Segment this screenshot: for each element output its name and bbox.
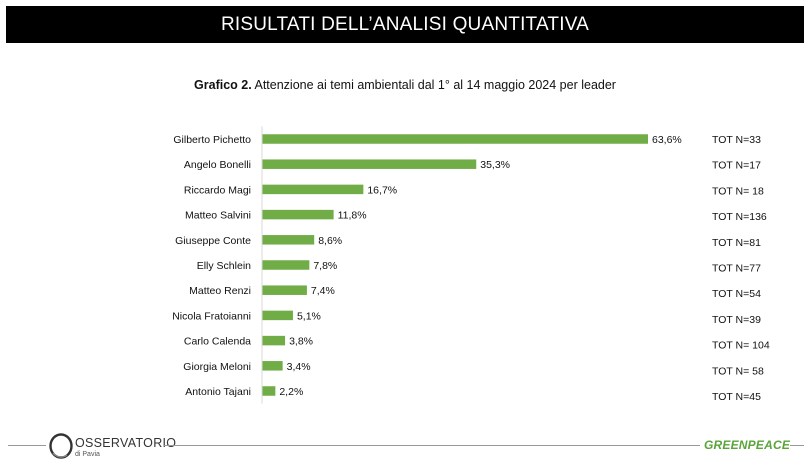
data-label: 5,1% <box>297 310 321 322</box>
data-label: 11,8% <box>338 210 367 222</box>
total-label: TOT N=136 <box>712 211 767 223</box>
total-label: TOT N=33 <box>712 134 761 146</box>
total-label: TOT N= 58 <box>712 365 764 377</box>
category-label: Gilberto Pichetto <box>173 134 251 146</box>
category-label: Elly Schlein <box>197 260 251 272</box>
total-label: TOT N=77 <box>712 263 761 275</box>
bar <box>262 235 315 245</box>
total-label: TOT N=45 <box>712 391 761 403</box>
total-label: TOT N=39 <box>712 314 761 326</box>
category-label: Carlo Calenda <box>184 336 251 348</box>
greenpeace-logo: GREENPEACE <box>704 438 791 452</box>
data-label: 2,2% <box>279 386 303 398</box>
osservatorio-logo: OSSERVATORIO di Pavia <box>48 431 176 463</box>
category-label: Matteo Salvini <box>185 210 251 222</box>
bar <box>262 285 307 295</box>
bar <box>262 260 310 270</box>
category-label: Angelo Bonelli <box>184 159 251 171</box>
header-band: RISULTATI DELL’ANALISI QUANTITATIVA <box>6 6 804 43</box>
total-label: TOT N= 104 <box>712 340 770 352</box>
footer-divider <box>164 445 700 446</box>
data-label: 3,8% <box>289 336 313 348</box>
total-label: TOT N=54 <box>712 288 761 300</box>
category-label: Riccardo Magi <box>184 184 251 196</box>
bar-chart: Gilberto Pichetto 63,6% TOT N=33 Angelo Bon… <box>172 126 770 404</box>
data-label: 7,8% <box>313 260 337 272</box>
bar <box>262 361 283 371</box>
category-label: Giuseppe Conte <box>175 235 251 247</box>
data-label: 3,4% <box>287 361 311 373</box>
category-label: Antonio Tajani <box>185 386 251 398</box>
total-label: TOT N=17 <box>712 160 761 172</box>
chart-title-text: Attenzione ai temi ambientali dal 1° al … <box>251 78 616 92</box>
osservatorio-ring-icon <box>49 433 73 459</box>
page-title: RISULTATI DELL’ANALISI QUANTITATIVA <box>220 13 590 35</box>
bar <box>262 184 364 195</box>
data-label: 63,6% <box>652 134 682 146</box>
bar <box>262 310 293 321</box>
bar <box>262 134 648 144</box>
data-label: 35,3% <box>480 159 510 171</box>
osservatorio-logo-text: OSSERVATORIO <box>75 436 177 450</box>
bar <box>262 335 286 346</box>
footer-divider-right <box>790 445 804 446</box>
bar <box>262 386 276 396</box>
chart-title-label: Grafico 2. <box>194 78 252 92</box>
total-label: TOT N=81 <box>712 237 761 249</box>
osservatorio-logo-subtext: di Pavia <box>75 451 100 458</box>
bar <box>262 159 477 169</box>
data-label: 8,6% <box>318 235 342 247</box>
footer-divider-left <box>8 445 46 446</box>
data-label: 7,4% <box>311 285 335 297</box>
category-label: Nicola Fratoianni <box>172 310 251 322</box>
data-label: 16,7% <box>367 184 397 196</box>
category-label: Giorgia Meloni <box>183 361 251 373</box>
chart-title: Grafico 2. Attenzione ai temi ambientali… <box>0 78 810 92</box>
total-label: TOT N= 18 <box>712 185 764 197</box>
bar <box>262 209 334 220</box>
category-label: Matteo Renzi <box>189 285 251 297</box>
